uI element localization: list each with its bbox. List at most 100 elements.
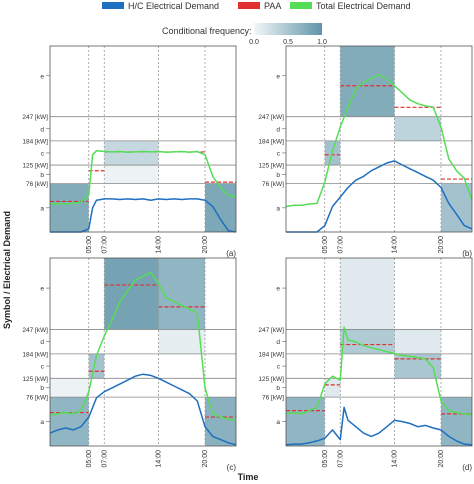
panel-label: (c) bbox=[227, 463, 237, 472]
segment-a-0 bbox=[286, 397, 325, 446]
colorbar-tick-2: 1.0 bbox=[317, 39, 327, 46]
symbol-tick-a: a bbox=[276, 205, 280, 212]
segment-a-6 bbox=[441, 397, 472, 446]
kw-tick-label: 184 [kW] bbox=[258, 138, 284, 145]
symbol-tick-a: a bbox=[40, 419, 44, 426]
x-axis-title: Time bbox=[238, 472, 259, 482]
plot-frame bbox=[49, 257, 237, 447]
symbol-tick-c: c bbox=[41, 150, 45, 157]
panel-2: 76 [kW] 125 [kW] 184 [kW] 247 [kW] a b c d e 05:0… bbox=[258, 45, 473, 258]
symbol-tick-a: a bbox=[40, 205, 44, 212]
symbol-tick-e: e bbox=[40, 73, 44, 80]
kw-tick-label: 125 [kW] bbox=[22, 163, 48, 170]
segment-b-1 bbox=[324, 378, 341, 398]
x-tick-label: 20:00 bbox=[202, 450, 209, 468]
kw-tick-label: 76 [kW] bbox=[262, 181, 284, 188]
hc-demand-line bbox=[49, 373, 237, 446]
x-tick-label: 05:00 bbox=[322, 450, 329, 468]
segment-e-3 bbox=[340, 258, 395, 330]
symbol-tick-b: b bbox=[40, 385, 44, 392]
legend-swatch-paa bbox=[238, 2, 260, 9]
kw-tick-label: 247 [kW] bbox=[258, 327, 284, 334]
x-tick-label: 14:00 bbox=[156, 236, 163, 254]
legend-label-hc: H/C Electrical Demand bbox=[128, 1, 219, 11]
segment-b-1 bbox=[50, 378, 89, 398]
kw-tick-label: 125 [kW] bbox=[22, 376, 48, 383]
x-tick-label: 07:00 bbox=[101, 236, 108, 254]
kw-tick-label: 76 [kW] bbox=[262, 395, 284, 402]
symbol-tick-b: b bbox=[276, 385, 280, 392]
symbol-tick-d: d bbox=[276, 339, 280, 346]
x-tick-label: 05:00 bbox=[86, 450, 93, 468]
segment-a-0 bbox=[50, 183, 89, 232]
plot-frame bbox=[49, 45, 237, 233]
kw-tick-label: 125 [kW] bbox=[258, 163, 284, 170]
symbol-tick-b: b bbox=[40, 172, 44, 179]
panel-label: (d) bbox=[462, 463, 472, 472]
symbol-tick-b: b bbox=[276, 172, 280, 179]
kw-tick-label: 247 [kW] bbox=[22, 327, 48, 334]
legend: H/C Electrical Demand PAA Total Electric… bbox=[102, 1, 411, 11]
legend-label-total: Total Electrical Demand bbox=[316, 1, 411, 11]
kw-tick-label: 125 [kW] bbox=[258, 376, 284, 383]
x-tick-label: 20:00 bbox=[438, 236, 445, 254]
panel-4: 76 [kW] 125 [kW] 184 [kW] 247 [kW] a b c d e 05:0… bbox=[258, 257, 473, 472]
segment-d-5 bbox=[158, 329, 205, 354]
symbol-tick-e: e bbox=[276, 286, 280, 293]
symbol-tick-e: e bbox=[276, 73, 280, 80]
segment-d-2 bbox=[340, 329, 395, 354]
plot-frame bbox=[285, 45, 473, 233]
total-demand-line bbox=[49, 149, 237, 205]
colorbar-gradient bbox=[254, 23, 322, 35]
colorbar: Conditional frequency: 0.0 0.5 1.0 bbox=[162, 23, 327, 46]
kw-tick-label: 184 [kW] bbox=[22, 138, 48, 145]
segment-a-3 bbox=[205, 183, 236, 232]
legend-swatch-hc bbox=[102, 2, 124, 9]
segment-b-2 bbox=[104, 165, 159, 184]
x-tick-label: 14:00 bbox=[392, 450, 399, 468]
hc-demand-line bbox=[50, 198, 237, 233]
x-tick-label: 07:00 bbox=[101, 450, 108, 468]
colorbar-tick-0: 0.0 bbox=[249, 39, 259, 46]
kw-tick-label: 184 [kW] bbox=[22, 351, 48, 358]
x-tick-label: 20:00 bbox=[438, 450, 445, 468]
x-tick-label: 05:00 bbox=[322, 236, 329, 254]
legend-label-paa: PAA bbox=[264, 1, 281, 11]
colorbar-tick-1: 0.5 bbox=[283, 39, 293, 46]
symbol-tick-c: c bbox=[277, 150, 281, 157]
symbol-tick-d: d bbox=[276, 126, 280, 133]
segment-a-3 bbox=[441, 183, 472, 232]
kw-tick-label: 247 [kW] bbox=[258, 114, 284, 121]
x-tick-label: 14:00 bbox=[392, 236, 399, 254]
symbol-tick-d: d bbox=[40, 126, 44, 133]
plot-frame bbox=[285, 257, 473, 447]
symbol-tick-c: c bbox=[277, 364, 281, 371]
x-tick-label: 07:00 bbox=[337, 236, 344, 254]
segment-d-5 bbox=[394, 329, 441, 354]
symbol-tick-e: e bbox=[40, 286, 44, 293]
symbol-tick-d: d bbox=[40, 339, 44, 346]
panel-1: 76 [kW] 125 [kW] 184 [kW] 247 [kW] a b c d e 05:0… bbox=[22, 45, 237, 258]
x-tick-label: 05:00 bbox=[86, 236, 93, 254]
panel-3: 76 [kW] 125 [kW] 184 [kW] 247 [kW] a b c d e 05:0… bbox=[22, 257, 237, 472]
symbol-tick-a: a bbox=[276, 419, 280, 426]
x-tick-label: 07:00 bbox=[337, 450, 344, 468]
x-tick-label: 14:00 bbox=[156, 450, 163, 468]
legend-swatch-total bbox=[290, 2, 312, 9]
total-demand-line bbox=[285, 326, 473, 416]
segment-a-0 bbox=[50, 397, 89, 446]
total-demand-line bbox=[285, 74, 473, 208]
total-demand-line bbox=[49, 271, 237, 422]
x-tick-label: 20:00 bbox=[202, 236, 209, 254]
symbol-tick-c: c bbox=[41, 364, 45, 371]
panel-label: (b) bbox=[462, 249, 472, 258]
kw-tick-label: 76 [kW] bbox=[26, 181, 48, 188]
segment-c-1 bbox=[104, 140, 159, 166]
kw-tick-label: 247 [kW] bbox=[22, 114, 48, 121]
kw-tick-label: 76 [kW] bbox=[26, 395, 48, 402]
y-axis-title: Symbol / Electrical Demand bbox=[2, 211, 12, 329]
kw-tick-label: 184 [kW] bbox=[258, 351, 284, 358]
hc-demand-line bbox=[285, 406, 473, 446]
colorbar-title: Conditional frequency: bbox=[162, 26, 252, 36]
